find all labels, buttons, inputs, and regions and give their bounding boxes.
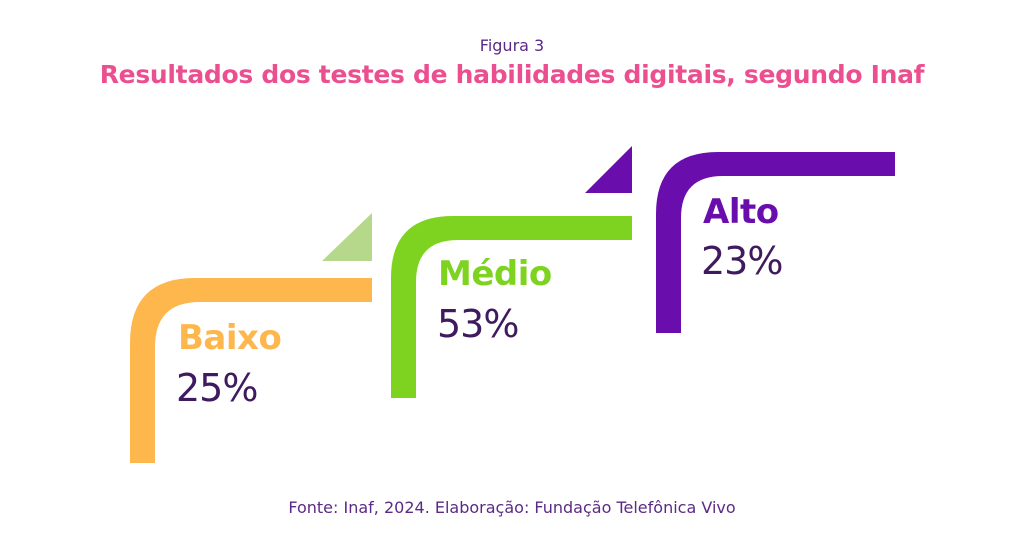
figure-source: Fonte: Inaf, 2024. Elaboração: Fundação … xyxy=(288,498,736,517)
step-baixo xyxy=(130,213,372,463)
level-value-baixo: 25% xyxy=(176,366,258,410)
level-value-medio: 53% xyxy=(437,302,519,346)
step-baixo-bracket xyxy=(130,278,372,463)
level-value-alto: 23% xyxy=(701,239,783,283)
step-alto xyxy=(656,152,895,333)
level-name-alto: Alto xyxy=(703,192,779,232)
level-name-baixo: Baixo xyxy=(178,318,282,358)
step-medio xyxy=(391,146,632,398)
step-baixo-arrow-tip xyxy=(322,213,372,261)
step-alto-bracket xyxy=(656,152,895,333)
figure-title: Resultados dos testes de habilidades dig… xyxy=(99,60,925,89)
step-medio-bracket xyxy=(391,216,632,398)
figure-label: Figura 3 xyxy=(479,36,545,55)
step-medio-arrow-tip xyxy=(585,146,632,193)
level-name-medio: Médio xyxy=(438,254,552,294)
